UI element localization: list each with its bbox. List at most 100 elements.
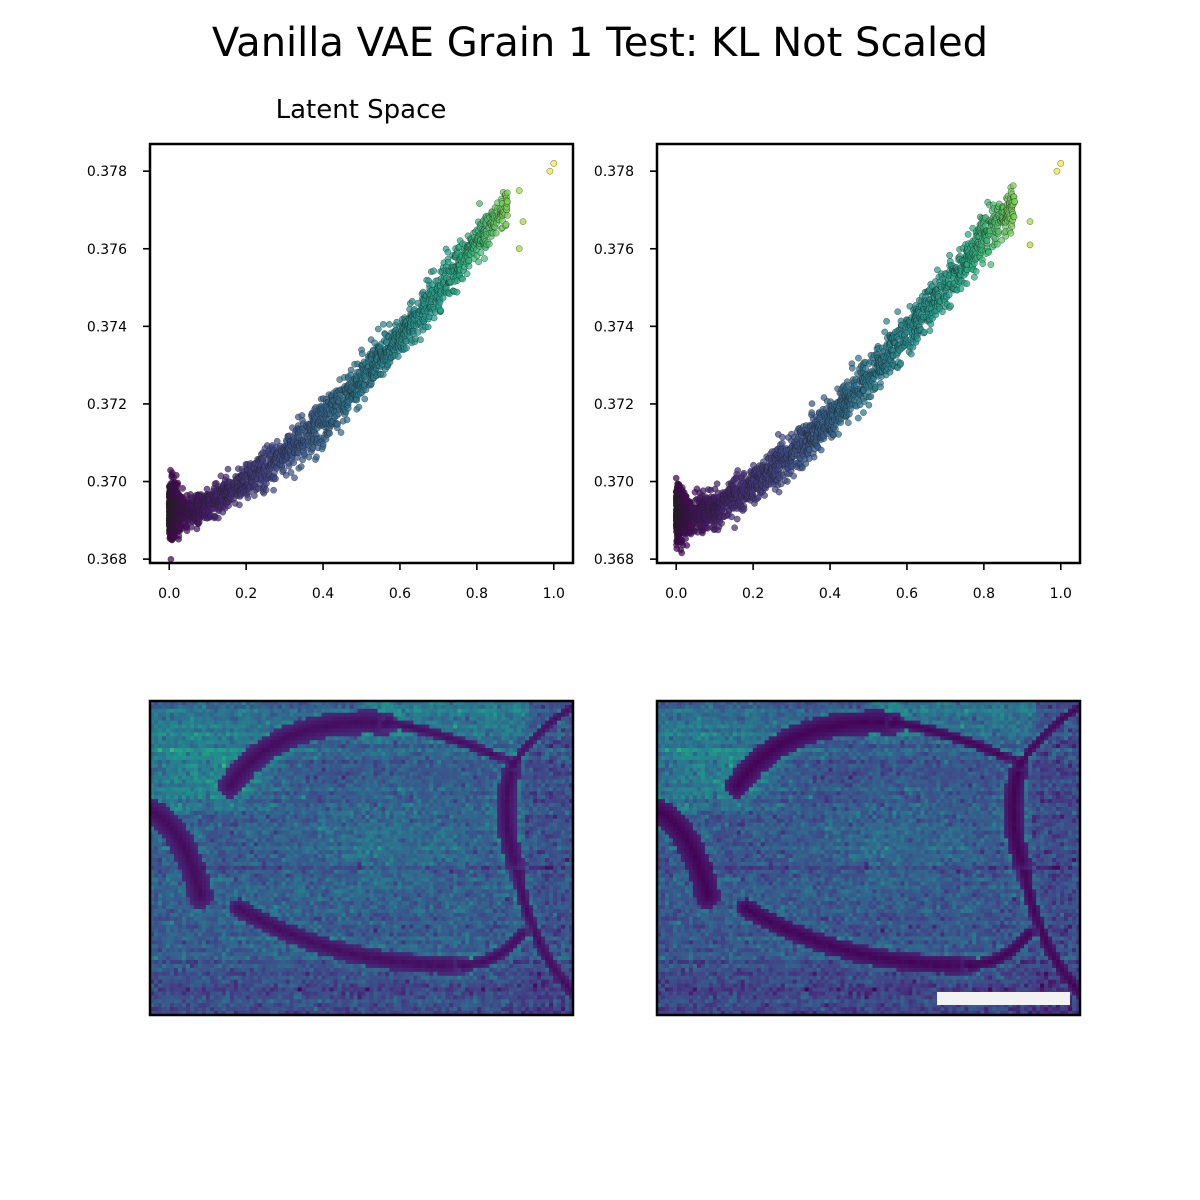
y-tick-label: 0.372 — [87, 397, 127, 413]
scatter-point — [251, 492, 258, 499]
scatter-point — [877, 383, 884, 391]
scatter-point — [362, 386, 370, 394]
scatter-point — [334, 420, 342, 428]
scatter-point — [477, 249, 485, 257]
scatter-point — [424, 323, 432, 331]
scatter-point — [731, 524, 738, 532]
scatter-point — [417, 336, 424, 344]
scatter-point — [778, 439, 786, 447]
y-tick-label: 0.378 — [87, 164, 127, 180]
scatter-point — [430, 314, 438, 322]
scatter-point — [867, 393, 875, 400]
scatter-point — [272, 475, 279, 483]
scatter-point — [947, 302, 954, 310]
scatter-point — [963, 280, 971, 288]
scatter-point — [733, 515, 741, 523]
scatter-point — [740, 469, 748, 477]
scatter-point — [672, 474, 680, 482]
scatter-point — [358, 350, 366, 358]
scatter-point — [848, 364, 856, 372]
scatter-point — [394, 353, 402, 360]
scatter-point — [728, 513, 735, 521]
scatter-point — [957, 285, 965, 293]
scatter-point — [907, 350, 915, 358]
y-tick-label: 0.370 — [87, 475, 127, 491]
panel-title-latent-space: Latent Space — [276, 95, 447, 125]
scatter-point — [463, 270, 471, 278]
figure-title: Vanilla VAE Grain 1 Test: KL Not Scaled — [212, 20, 988, 66]
scatter-point — [244, 494, 252, 502]
scatter-point — [374, 325, 382, 333]
scatter-point — [290, 459, 298, 467]
scatter-point — [459, 275, 467, 283]
scatter-point — [865, 401, 873, 409]
x-tick-label: 0.4 — [312, 586, 334, 602]
x-tick-label: 0.8 — [466, 586, 488, 602]
scatter-point — [946, 251, 953, 259]
scatter-point — [810, 453, 818, 461]
scatter-point — [273, 437, 281, 445]
latent-scatter-left: 0.0 0.2 0.4 0.6 0.8 1.00.3680.3700.3720.3740.… — [87, 142, 575, 602]
scatter-point — [678, 549, 686, 557]
scatter-point — [437, 306, 444, 314]
scatter-point — [444, 248, 452, 256]
scatter-point — [319, 440, 327, 448]
scatter-point — [817, 446, 825, 454]
scatter-point — [344, 404, 352, 412]
scatter-point — [215, 514, 222, 522]
scatter-point — [476, 200, 483, 207]
scatter-point — [921, 328, 928, 336]
scatter-point — [883, 317, 890, 325]
scatter-point — [343, 416, 351, 424]
scatter-point — [779, 433, 786, 441]
axes-frame — [148, 142, 575, 565]
scatter-point — [326, 430, 333, 437]
scatter-point — [914, 335, 921, 343]
axis-ticks: 0.0 0.2 0.4 0.6 0.8 1.00.3680.3700.3720.3740.… — [87, 164, 565, 602]
scatter-point — [761, 492, 768, 499]
scatter-point — [355, 403, 363, 411]
scatter-point — [408, 297, 416, 305]
scatter-point — [385, 321, 393, 328]
scatter-point — [504, 212, 511, 219]
scatter-point — [740, 505, 748, 513]
scatter-point — [784, 478, 791, 485]
scatter-point — [379, 320, 387, 328]
scatter-point — [287, 469, 295, 476]
scatter-point — [485, 240, 493, 248]
scatter-point — [262, 486, 270, 494]
scatter-point — [860, 409, 867, 416]
scatter-point — [430, 267, 437, 275]
scatter-point — [854, 414, 862, 422]
scatter-points — [672, 160, 1065, 557]
scatter-point — [297, 463, 305, 470]
scatter-point — [844, 419, 852, 427]
scatter-point — [897, 359, 905, 367]
scatter-point — [855, 354, 862, 362]
scatter-point — [172, 471, 180, 479]
scatter-point — [403, 344, 410, 352]
scatter-point — [550, 160, 558, 167]
y-tick-label: 0.368 — [87, 552, 127, 568]
scatter-point — [379, 371, 387, 378]
scatter-point — [475, 258, 482, 266]
y-tick-label: 0.374 — [87, 319, 127, 335]
scatter-point — [492, 229, 500, 237]
scatter-point — [718, 519, 725, 527]
scatter-point — [683, 542, 691, 549]
scatter-point — [270, 486, 277, 494]
scatter-point — [926, 327, 934, 334]
scatter-points — [165, 160, 558, 563]
scatter-point — [713, 480, 721, 488]
x-tick-label: 0.2 — [235, 586, 257, 602]
scatter-point — [465, 262, 473, 270]
x-tick-label: 0.6 — [389, 586, 411, 602]
scatter-point — [790, 472, 797, 480]
scatter-point — [775, 488, 783, 496]
scatter-point — [301, 450, 308, 458]
scatter-point — [236, 501, 243, 509]
scatter-point — [515, 187, 523, 194]
scatter-point — [347, 366, 355, 374]
scatter-point — [439, 294, 447, 302]
